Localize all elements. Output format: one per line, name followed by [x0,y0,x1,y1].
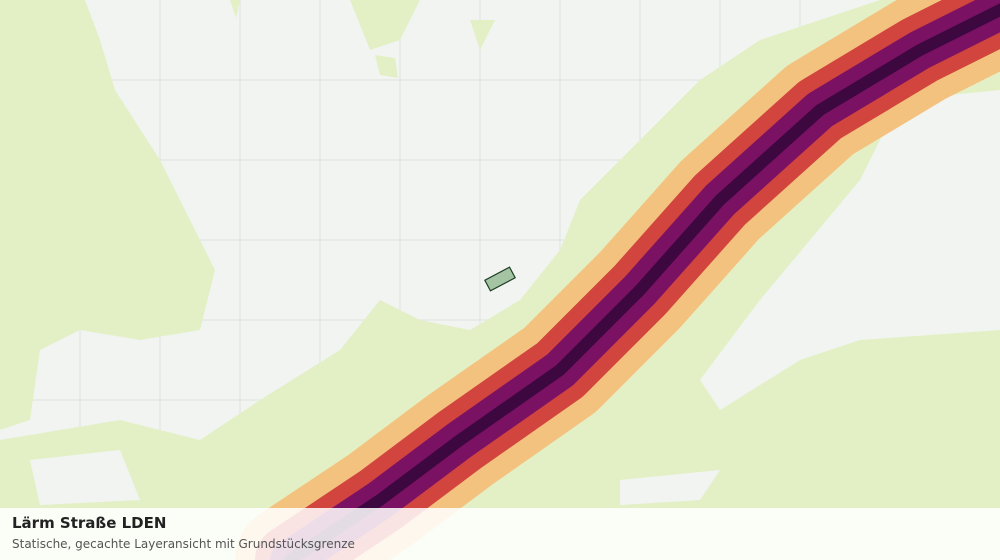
caption-title: Lärm Straße LDEN [12,514,167,532]
clearings [30,90,1000,505]
caption-subtitle: Statische, gecachte Layeransicht mit Gru… [12,537,355,551]
noise-bands [235,0,1000,560]
parcel-boundary [484,266,516,292]
caption: Lärm Straße LDEN Statische, gecachte Lay… [0,508,1000,560]
